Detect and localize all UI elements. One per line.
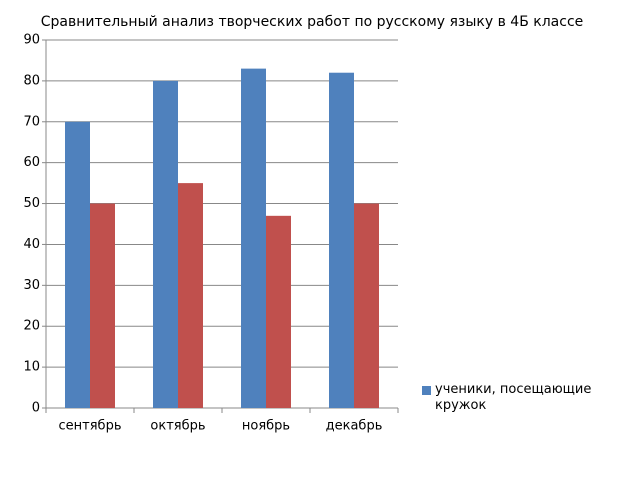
legend-swatch bbox=[422, 386, 431, 395]
y-tick-label: 50 bbox=[23, 196, 40, 211]
x-tick-label: декабрь bbox=[326, 419, 383, 434]
bar bbox=[266, 215, 291, 408]
y-tick-label: 90 bbox=[23, 33, 40, 48]
y-tick-label: 0 bbox=[32, 401, 40, 416]
y-tick-label: 20 bbox=[23, 319, 40, 334]
bar bbox=[90, 203, 115, 408]
bar bbox=[153, 80, 178, 408]
bar bbox=[329, 72, 354, 408]
x-tick-label: ноябрь bbox=[242, 419, 290, 434]
y-tick-label: 60 bbox=[23, 155, 40, 170]
x-tick-label: сентябрь bbox=[59, 419, 122, 434]
bar bbox=[178, 183, 203, 408]
bar bbox=[65, 121, 90, 409]
y-tick-label: 70 bbox=[23, 114, 40, 129]
bar bbox=[354, 203, 379, 408]
bar bbox=[241, 68, 266, 408]
x-tick-label: октябрь bbox=[150, 419, 205, 434]
legend-label: ученики, посещающие кружок bbox=[435, 382, 592, 413]
y-tick-label: 30 bbox=[23, 278, 40, 293]
y-tick-label: 40 bbox=[23, 237, 40, 252]
legend: ученики, посещающие кружок bbox=[422, 382, 632, 414]
chart-title: Сравнительный анализ творческих работ по… bbox=[41, 14, 584, 30]
y-tick-label: 10 bbox=[23, 360, 40, 375]
y-tick-label: 80 bbox=[23, 73, 40, 88]
